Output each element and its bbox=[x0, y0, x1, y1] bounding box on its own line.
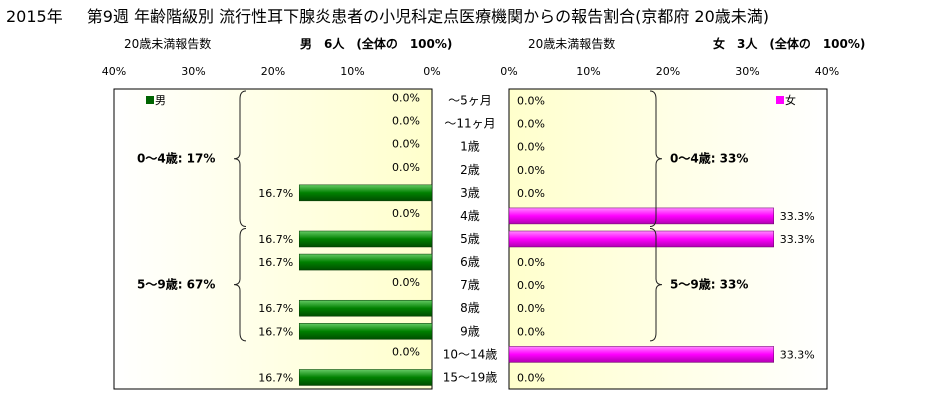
male-value-label: 0.0% bbox=[392, 276, 420, 289]
right-count: 女 3人 (全体の 100%) bbox=[713, 37, 866, 51]
male-value-label: 0.0% bbox=[392, 138, 420, 151]
female-legend-label: 女 bbox=[785, 93, 796, 107]
male-value-label: 0.0% bbox=[392, 92, 420, 105]
male-legend-label: 男 bbox=[155, 94, 166, 107]
right-x-tick-label: 40% bbox=[815, 65, 839, 78]
category-label: 9歳 bbox=[460, 324, 480, 338]
male-value-label: 16.7% bbox=[258, 302, 293, 315]
title-text: 第9週 年齢階級別 流行性耳下腺炎患者の小児科定点医療機関からの報告割合(京都府… bbox=[86, 7, 770, 26]
chart-title: 2015年 第9週 年齢階級別 流行性耳下腺炎患者の小児科定点医療機関からの報告割… bbox=[6, 3, 769, 27]
male-value-label: 16.7% bbox=[258, 371, 293, 384]
male-value-label: 16.7% bbox=[258, 233, 293, 246]
female-value-label: 0.0% bbox=[517, 164, 545, 177]
category-label: 2歳 bbox=[460, 163, 480, 177]
male-bar bbox=[298, 323, 433, 340]
male-legend-swatch bbox=[146, 96, 154, 104]
female-legend-swatch bbox=[776, 96, 784, 104]
right-brace-0-4 bbox=[649, 90, 663, 227]
left-x-tick-label: 0% bbox=[423, 65, 440, 78]
female-value-label: 0.0% bbox=[517, 95, 545, 108]
right-brace-5-9 bbox=[649, 227, 663, 342]
right-subtitle: 20歳未満報告数 bbox=[528, 37, 616, 51]
female-value-label: 0.0% bbox=[517, 141, 545, 154]
category-label: 8歳 bbox=[460, 301, 480, 315]
category-label: ～5ヶ月 bbox=[448, 94, 492, 108]
male-value-label: 16.7% bbox=[258, 187, 293, 200]
female-value-label: 0.0% bbox=[517, 187, 545, 200]
category-label: 10～14歳 bbox=[443, 347, 498, 361]
left-x-tick-label: 20% bbox=[261, 65, 285, 78]
left-annotation-5-9: 5～9歳: 67% bbox=[137, 277, 215, 292]
right-annotation-0-4: 0～4歳: 33% bbox=[670, 151, 748, 166]
category-label: ～11ヶ月 bbox=[444, 117, 495, 131]
left-count: 男 6人 (全体の 100%) bbox=[300, 37, 453, 51]
right-x-tick-label: 20% bbox=[656, 65, 680, 78]
female-value-label: 0.0% bbox=[517, 279, 545, 292]
female-value-label: 0.0% bbox=[517, 371, 545, 384]
left-brace-0-4 bbox=[233, 90, 247, 227]
category-label: 5歳 bbox=[460, 232, 480, 246]
right-x-tick-label: 30% bbox=[735, 65, 759, 78]
category-label: 7歳 bbox=[460, 278, 480, 292]
female-value-label: 33.3% bbox=[780, 210, 815, 223]
female-value-label: 0.0% bbox=[517, 118, 545, 131]
female-bar bbox=[508, 230, 774, 248]
male-bar bbox=[298, 184, 433, 202]
male-bar bbox=[298, 369, 433, 386]
female-value-label: 33.3% bbox=[780, 233, 815, 246]
left-x-tick-label: 40% bbox=[102, 65, 126, 78]
male-value-label: 0.0% bbox=[392, 161, 420, 174]
category-label: 15～19歳 bbox=[443, 370, 498, 384]
male-value-label: 16.7% bbox=[258, 325, 293, 338]
male-bar bbox=[298, 230, 433, 248]
right-annotation-5-9: 5～9歳: 33% bbox=[670, 277, 748, 292]
female-value-label: 0.0% bbox=[517, 302, 545, 315]
male-bar bbox=[298, 253, 433, 271]
male-value-label: 0.0% bbox=[392, 207, 420, 220]
female-bar bbox=[508, 346, 774, 363]
title-year: 2015年 bbox=[6, 7, 63, 26]
right-x-tick-label: 10% bbox=[576, 65, 600, 78]
category-label: 1歳 bbox=[460, 140, 480, 154]
female-bar bbox=[508, 207, 774, 225]
category-label: 3歳 bbox=[460, 186, 480, 200]
left-x-tick-label: 30% bbox=[181, 65, 205, 78]
category-label: 6歳 bbox=[460, 255, 480, 269]
left-x-tick-label: 10% bbox=[340, 65, 364, 78]
female-value-label: 33.3% bbox=[780, 348, 815, 361]
left-annotation-0-4: 0～4歳: 17% bbox=[137, 151, 215, 166]
right-x-tick-label: 0% bbox=[500, 65, 517, 78]
left-subtitle: 20歳未満報告数 bbox=[124, 37, 212, 51]
male-value-label: 0.0% bbox=[392, 345, 420, 358]
left-brace-5-9 bbox=[233, 227, 247, 342]
male-value-label: 0.0% bbox=[392, 115, 420, 128]
male-bar bbox=[298, 299, 433, 317]
female-value-label: 0.0% bbox=[517, 325, 545, 338]
male-value-label: 16.7% bbox=[258, 256, 293, 269]
female-value-label: 0.0% bbox=[517, 256, 545, 269]
category-label: 4歳 bbox=[460, 209, 480, 223]
